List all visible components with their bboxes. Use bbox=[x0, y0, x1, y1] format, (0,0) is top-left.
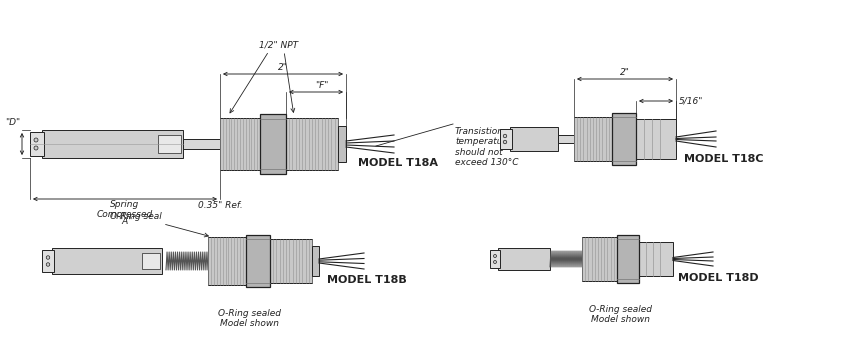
Text: "D": "D" bbox=[5, 118, 20, 127]
Text: MODEL T18D: MODEL T18D bbox=[677, 273, 757, 283]
Bar bbox=[42, 130, 183, 158]
Bar bbox=[183, 139, 220, 149]
Text: 2": 2" bbox=[278, 63, 288, 72]
Text: O-Ring seal: O-Ring seal bbox=[110, 212, 208, 237]
Ellipse shape bbox=[503, 134, 506, 138]
Bar bbox=[158, 135, 181, 153]
Text: "F": "F" bbox=[315, 81, 328, 90]
Text: 0.35" Ref.: 0.35" Ref. bbox=[198, 201, 242, 210]
Ellipse shape bbox=[34, 138, 38, 142]
Bar bbox=[270, 239, 312, 283]
Bar bbox=[557, 135, 573, 143]
Text: O-Ring sealed
Model shown: O-Ring sealed Model shown bbox=[589, 305, 651, 325]
Ellipse shape bbox=[493, 260, 496, 263]
Bar bbox=[260, 114, 285, 174]
Text: 1/2" NPT: 1/2" NPT bbox=[259, 40, 298, 49]
Text: "A": "A" bbox=[118, 217, 132, 226]
Bar bbox=[611, 113, 636, 165]
Text: Transistion
temperature
should not
exceed 130°C: Transistion temperature should not excee… bbox=[454, 127, 518, 167]
Ellipse shape bbox=[503, 140, 506, 144]
Bar bbox=[285, 118, 337, 170]
Bar bbox=[312, 246, 319, 276]
Bar bbox=[245, 235, 270, 287]
Bar bbox=[509, 127, 557, 151]
Bar bbox=[52, 248, 162, 274]
Bar bbox=[581, 237, 616, 281]
Bar bbox=[573, 117, 611, 161]
Text: 5/16": 5/16" bbox=[678, 97, 703, 105]
Bar bbox=[220, 118, 260, 170]
Bar bbox=[42, 250, 54, 272]
Bar bbox=[141, 253, 160, 269]
Bar bbox=[337, 126, 346, 162]
Text: Spring
Compressed: Spring Compressed bbox=[97, 200, 153, 220]
Bar bbox=[636, 119, 675, 159]
Bar bbox=[489, 250, 499, 268]
Bar bbox=[499, 129, 511, 149]
Ellipse shape bbox=[34, 146, 38, 150]
Bar bbox=[208, 237, 245, 285]
Text: MODEL T18B: MODEL T18B bbox=[326, 275, 406, 285]
Bar bbox=[498, 248, 550, 270]
Text: 2": 2" bbox=[619, 68, 629, 77]
Text: MODEL T18C: MODEL T18C bbox=[683, 154, 763, 164]
Bar bbox=[638, 242, 672, 276]
Bar bbox=[30, 132, 44, 156]
Text: O-Ring sealed
Model shown: O-Ring sealed Model shown bbox=[218, 309, 281, 328]
Ellipse shape bbox=[493, 254, 496, 258]
Ellipse shape bbox=[46, 256, 49, 259]
Bar bbox=[616, 235, 638, 283]
Text: MODEL T18A: MODEL T18A bbox=[358, 158, 437, 168]
Ellipse shape bbox=[46, 263, 49, 266]
